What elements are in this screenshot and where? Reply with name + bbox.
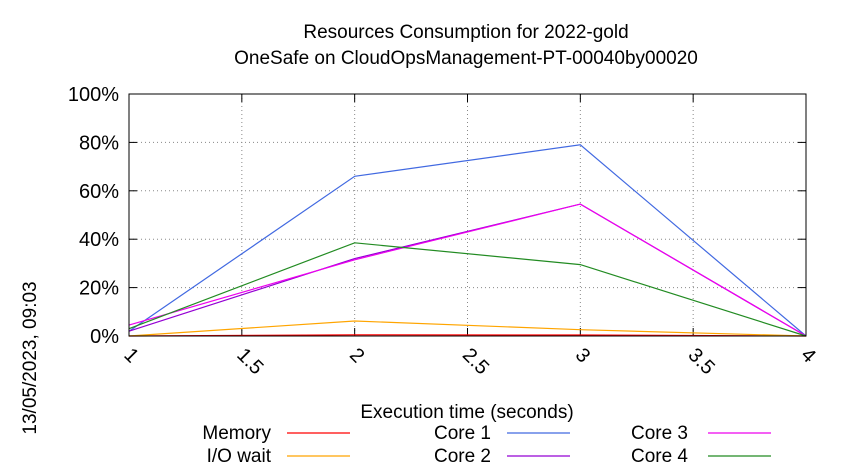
x-tick-label: 3 (571, 344, 594, 367)
legend-label-core-2: Core 2 (434, 446, 491, 467)
y-tick-label: 20% (79, 278, 119, 300)
series-line-i-o-wait (128, 320, 807, 337)
y-tick-label: 80% (79, 132, 119, 154)
x-tick-label: 1.5 (232, 344, 267, 379)
legend-label-core-1: Core 1 (434, 423, 491, 444)
x-tick-label: 2.5 (458, 344, 493, 379)
series-lines (128, 144, 807, 337)
series-line-core-3 (128, 203, 807, 337)
legend-label-i-o-wait: I/O wait (207, 446, 272, 467)
legend-label-memory: Memory (202, 423, 271, 444)
chart-subtitle: OneSafe on CloudOpsManagement-PT-00040by… (234, 48, 698, 69)
grid-lines (129, 94, 806, 336)
series-line-core-1 (128, 144, 807, 337)
legend-label-core-4: Core 4 (631, 446, 688, 467)
x-tick-label: 2 (345, 344, 368, 367)
x-axis-label: Execution time (seconds) (360, 402, 573, 423)
plot-frame (128, 93, 807, 337)
x-tick-label: 1 (119, 344, 142, 367)
chart-title: Resources Consumption for 2022-gold (303, 22, 628, 43)
y-tick-label: 0% (90, 326, 119, 348)
x-tick-label: 3.5 (684, 344, 719, 379)
x-tick-label: 4 (796, 344, 819, 367)
y-axis-ticks: 0% 20% 40% 60% 80% 100% (68, 84, 806, 348)
series-line-core-4 (128, 242, 807, 337)
y-tick-label: 100% (68, 84, 119, 106)
y-tick-label: 40% (79, 229, 119, 251)
legend-label-core-3: Core 3 (631, 423, 688, 444)
timestamp-label: 13/05/2023, 09:03 (20, 281, 41, 434)
y-tick-label: 60% (79, 181, 119, 203)
